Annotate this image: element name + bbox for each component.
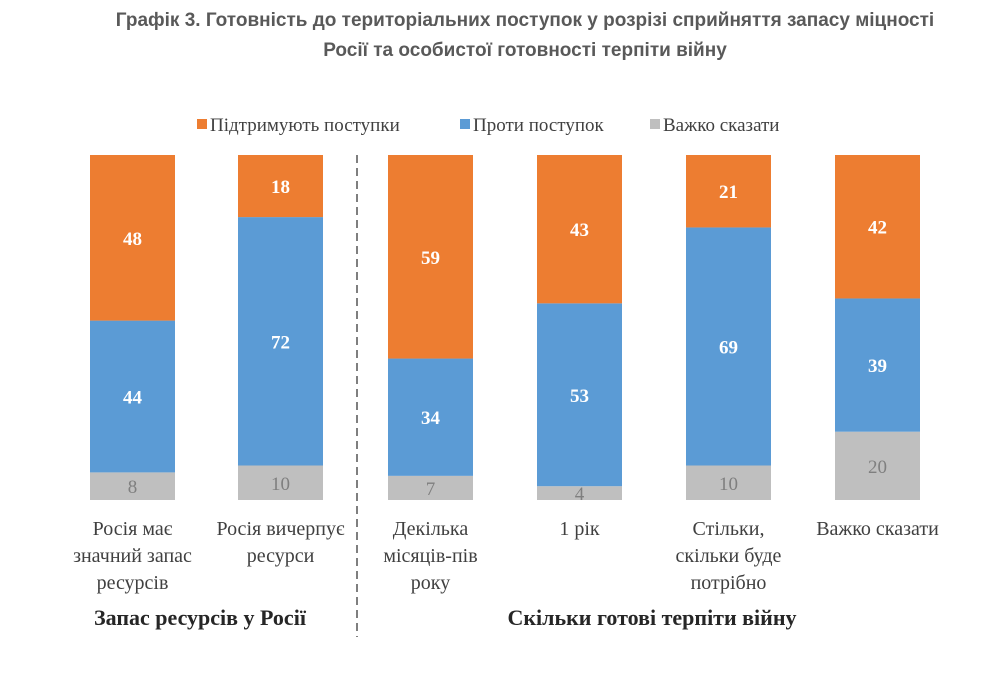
- category-label: 1 рік: [559, 518, 600, 540]
- legend-swatch: [650, 119, 660, 129]
- bar-segment: [388, 358, 473, 476]
- data-label: 4: [575, 484, 585, 505]
- bar-segment: [388, 475, 473, 500]
- bar-segment: [686, 465, 771, 500]
- data-label: 8: [128, 477, 138, 498]
- data-label: 44: [123, 388, 143, 409]
- bar-segment: [238, 465, 323, 500]
- bar-segment: [537, 303, 622, 487]
- data-label: 20: [868, 457, 887, 478]
- bar-segment: [537, 486, 622, 500]
- data-label: 72: [271, 332, 290, 353]
- category-label: Декілька: [393, 518, 469, 540]
- category-label: ресурси: [247, 545, 315, 567]
- legend-label: Проти поступок: [473, 115, 604, 136]
- data-label: 34: [421, 408, 441, 429]
- legend-label: Важко сказати: [663, 115, 779, 136]
- bar-segment: [686, 227, 771, 466]
- data-label: 59: [421, 248, 440, 269]
- bar-segment: [90, 320, 175, 473]
- category-label: Росія має: [93, 518, 173, 540]
- legend-swatch: [460, 119, 470, 129]
- data-label: 43: [570, 220, 589, 241]
- bar-segment: [238, 155, 323, 218]
- category-label: Стільки,: [693, 518, 765, 540]
- data-label: 10: [271, 474, 290, 495]
- category-label: Росія вичерпує: [216, 518, 345, 540]
- bar-segment: [835, 298, 920, 432]
- bar-segment: [686, 155, 771, 228]
- data-label: 10: [719, 474, 738, 495]
- data-label: 21: [719, 182, 738, 203]
- category-label: місяців-пів: [383, 545, 477, 567]
- data-label: 18: [271, 177, 290, 198]
- legend-swatch: [197, 119, 207, 129]
- data-label: 7: [426, 479, 436, 500]
- bar-segment: [90, 472, 175, 500]
- data-label: 42: [868, 218, 887, 239]
- group-label: Скільки готові терпіти війну: [507, 605, 796, 630]
- data-label: 39: [868, 356, 887, 377]
- data-label: 53: [570, 386, 589, 407]
- category-label: скільки буде: [676, 545, 782, 567]
- category-label: потрібно: [691, 572, 767, 594]
- bar-segment: [835, 155, 920, 299]
- legend-label: Підтримують поступки: [210, 115, 400, 136]
- chart-title-line2: Росії та особистої готовності терпіти ві…: [323, 40, 727, 61]
- bar-segment: [238, 217, 323, 466]
- data-label: 48: [123, 229, 142, 250]
- category-label: Важко сказати: [816, 518, 939, 540]
- data-label: 69: [719, 337, 738, 358]
- group-label: Запас ресурсів у Росії: [94, 605, 307, 630]
- category-label: року: [411, 572, 450, 594]
- chart-title-line1: Графік 3. Готовність до територіальних п…: [115, 10, 935, 31]
- bar-segment: [835, 431, 920, 500]
- bar-segment: [388, 155, 473, 359]
- category-label: значний запас: [73, 545, 192, 567]
- bar-segment: [90, 155, 175, 321]
- bar-segment: [537, 155, 622, 304]
- category-label: ресурсів: [97, 572, 169, 594]
